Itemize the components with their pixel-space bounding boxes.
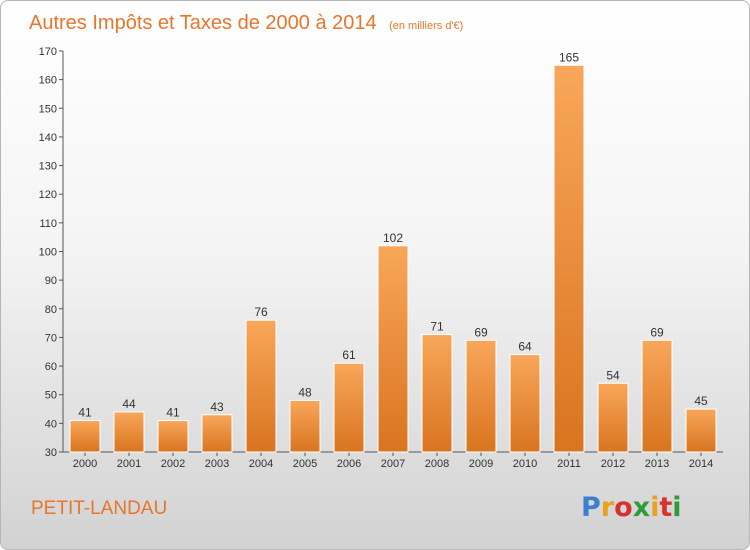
bar-value-label: 76 [254,305,268,319]
y-tick-label: 90 [45,275,57,287]
x-tick-label: 2008 [425,458,449,470]
bar-value-label: 64 [518,340,532,354]
bars: 41 44 41 43 76 48 61 102 71 69 64 165 54 69 45 [69,50,717,453]
bar-value-label: 54 [606,368,620,382]
x-tick-label: 2007 [381,458,405,470]
y-tick-label: 100 [39,247,57,259]
x-tick-label: 2012 [601,458,625,470]
bar-value-label: 48 [298,385,312,399]
bar-2002 [157,419,189,453]
y-tick-label: 160 [39,75,57,87]
bar-2001 [113,411,145,453]
chart-title: Autres Impôts et Taxes de 2000 à 2014 (e… [29,12,463,34]
bar-value-label: 102 [383,231,403,245]
bar-value-label: 43 [210,400,224,414]
bar-value-label: 44 [122,397,136,411]
y-tick-label: 140 [39,132,57,144]
bar-2012 [597,382,629,453]
bar-2014 [685,408,717,453]
bar-value-label: 41 [166,405,180,419]
y-tick-label: 120 [39,189,57,201]
bar-2008 [421,334,453,453]
bar-value-label: 41 [78,405,92,419]
x-tick-label: 2014 [689,458,713,470]
commune-name: PETIT-LANDAU [31,498,167,519]
x-tick-label: 2005 [293,458,317,470]
x-tick-label: 2002 [161,458,185,470]
x-tick-label: 2011 [557,458,581,470]
bar-2009 [465,339,497,453]
x-axis: 2000 2001 2002 2003 2004 2005 2006 2007 2008 2009… [63,451,723,470]
bar-2000 [69,419,101,453]
logo-letter: i [672,492,681,523]
x-tick-label: 2010 [513,458,537,470]
bar-value-label: 71 [430,320,444,334]
bar-2005 [289,399,321,453]
y-tick-label: 170 [39,46,57,58]
logo-letter: P [581,492,601,523]
bar-2013 [641,339,673,453]
x-tick-label: 2006 [337,458,361,470]
x-tick-label: 2004 [249,458,273,470]
bar-value-label: 61 [342,348,356,362]
bar-2010 [509,354,541,453]
y-tick-label: 50 [45,390,57,402]
bar-2007 [377,245,409,453]
bar-2003 [201,414,233,453]
x-tick-label: 2001 [117,458,141,470]
y-tick-label: 130 [39,161,57,173]
chart-subtitle: (en milliers d'€) [389,20,463,32]
x-tick-label: 2009 [469,458,493,470]
x-tick-label: 2013 [645,458,669,470]
proxiti-logo: Proxiti [581,492,682,523]
logo-letter: o [614,492,633,523]
bar-value-label: 69 [650,325,664,339]
y-tick-label: 80 [45,304,57,316]
logo-letter: r [601,492,615,523]
x-tick-label: 2003 [205,458,229,470]
y-tick-label: 30 [45,447,57,459]
y-tick-label: 110 [39,218,57,230]
y-tick-label: 60 [45,361,57,373]
bar-2006 [333,362,365,453]
y-tick-label: 70 [45,332,57,344]
logo-letter: x [633,492,650,523]
y-tick-label: 150 [39,103,57,115]
x-tick-label: 2000 [73,458,97,470]
chart-title-text: Autres Impôts et Taxes de 2000 à 2014 [29,12,377,34]
bar-2011 [553,64,585,453]
bar-2004 [245,319,277,453]
y-axis: 30 40 50 60 70 80 90 100 110 120 130 140 150 160 170 [39,46,64,459]
bar-value-label: 45 [694,394,708,408]
logo-letter: t [659,492,672,523]
logo-letter: i [650,492,659,523]
bar-value-label: 69 [474,325,488,339]
bar-value-label: 165 [559,50,579,64]
y-tick-label: 40 [45,418,57,430]
